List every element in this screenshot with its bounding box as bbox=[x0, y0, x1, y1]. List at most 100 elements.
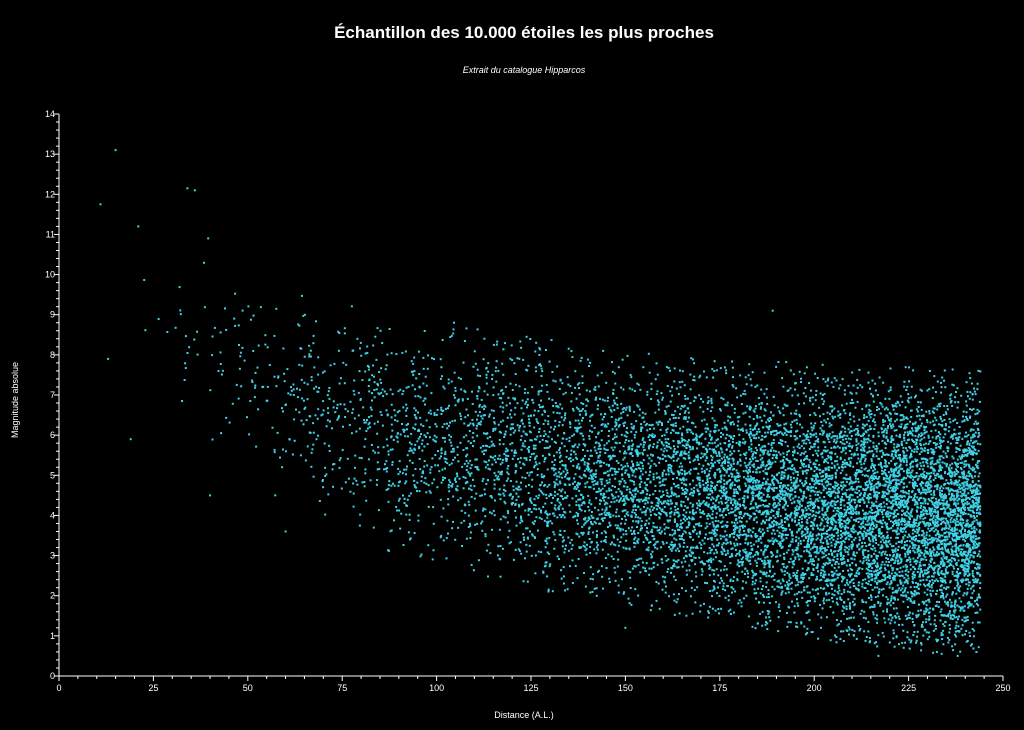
star-point bbox=[939, 548, 942, 551]
star-point bbox=[561, 545, 564, 548]
star-point bbox=[957, 555, 960, 558]
star-point bbox=[337, 330, 340, 333]
star-point bbox=[840, 541, 843, 543]
star-point bbox=[940, 444, 943, 447]
star-point bbox=[821, 607, 824, 610]
star-point bbox=[512, 489, 515, 492]
star-point bbox=[414, 416, 417, 419]
star-point bbox=[947, 514, 950, 517]
star-point bbox=[928, 370, 931, 372]
star-point bbox=[634, 475, 637, 478]
star-point bbox=[688, 517, 691, 520]
star-point bbox=[867, 630, 870, 633]
star-point bbox=[905, 461, 908, 464]
star-point bbox=[893, 645, 896, 648]
star-point bbox=[942, 450, 945, 453]
star-point bbox=[615, 508, 618, 511]
star-point bbox=[764, 449, 767, 452]
star-point bbox=[448, 463, 451, 466]
star-point bbox=[522, 412, 525, 415]
star-point bbox=[598, 522, 601, 525]
star-point bbox=[838, 413, 841, 416]
star-point bbox=[824, 532, 827, 535]
star-point bbox=[367, 385, 370, 387]
star-point bbox=[281, 466, 284, 469]
star-point bbox=[818, 406, 821, 409]
star-point bbox=[722, 507, 725, 510]
star-point bbox=[404, 350, 407, 353]
star-point bbox=[502, 419, 505, 422]
star-point bbox=[699, 511, 702, 514]
star-point bbox=[540, 517, 543, 520]
star-point bbox=[596, 481, 599, 484]
star-point bbox=[534, 350, 537, 353]
star-point bbox=[706, 444, 709, 447]
star-point bbox=[648, 371, 651, 374]
star-point bbox=[935, 435, 938, 438]
star-point bbox=[811, 403, 814, 406]
star-point bbox=[828, 592, 831, 595]
star-point bbox=[454, 538, 457, 541]
star-point bbox=[975, 528, 978, 531]
star-point bbox=[478, 387, 481, 390]
star-point bbox=[839, 638, 842, 640]
star-point bbox=[741, 441, 744, 444]
star-point bbox=[691, 505, 694, 508]
star-point bbox=[868, 469, 871, 472]
star-point bbox=[713, 461, 716, 464]
star-point bbox=[575, 456, 577, 459]
star-point bbox=[919, 506, 922, 509]
star-point bbox=[252, 350, 255, 352]
star-point bbox=[821, 469, 824, 472]
star-point bbox=[481, 450, 484, 453]
star-point bbox=[935, 419, 938, 422]
star-point bbox=[572, 458, 575, 461]
star-point bbox=[599, 489, 602, 492]
star-point bbox=[951, 614, 954, 617]
star-point bbox=[896, 574, 899, 577]
star-point bbox=[870, 482, 873, 485]
star-point bbox=[679, 462, 682, 465]
star-point bbox=[824, 481, 827, 484]
star-point bbox=[876, 564, 879, 567]
star-point bbox=[664, 438, 667, 441]
star-point bbox=[729, 423, 732, 426]
star-point bbox=[964, 573, 967, 576]
star-point bbox=[518, 549, 521, 552]
star-point bbox=[324, 513, 327, 516]
star-point bbox=[775, 522, 778, 525]
star-point bbox=[789, 369, 792, 372]
star-point bbox=[396, 411, 399, 414]
star-point bbox=[941, 477, 944, 480]
star-point bbox=[725, 513, 727, 516]
star-point bbox=[688, 483, 691, 486]
star-point bbox=[947, 613, 950, 616]
star-point bbox=[895, 542, 898, 545]
star-point bbox=[515, 524, 518, 527]
star-point bbox=[692, 438, 695, 441]
star-point bbox=[795, 486, 798, 489]
star-point bbox=[685, 573, 688, 576]
star-point bbox=[667, 558, 670, 561]
star-point bbox=[853, 558, 856, 561]
star-point bbox=[337, 417, 340, 419]
star-point bbox=[562, 566, 565, 569]
star-point bbox=[582, 457, 585, 460]
star-point bbox=[464, 390, 467, 393]
star-point bbox=[401, 351, 404, 354]
star-point bbox=[427, 505, 430, 508]
star-point bbox=[920, 482, 923, 485]
star-point bbox=[850, 498, 853, 501]
star-point bbox=[942, 456, 945, 459]
star-point bbox=[457, 400, 460, 403]
star-point bbox=[926, 421, 929, 424]
star-point bbox=[756, 384, 759, 387]
star-point bbox=[816, 459, 819, 462]
star-point bbox=[336, 407, 338, 410]
star-point bbox=[873, 464, 875, 467]
star-point bbox=[827, 481, 830, 484]
star-point bbox=[514, 470, 517, 472]
star-point bbox=[825, 616, 828, 619]
star-point bbox=[977, 489, 980, 492]
star-point bbox=[380, 414, 383, 416]
